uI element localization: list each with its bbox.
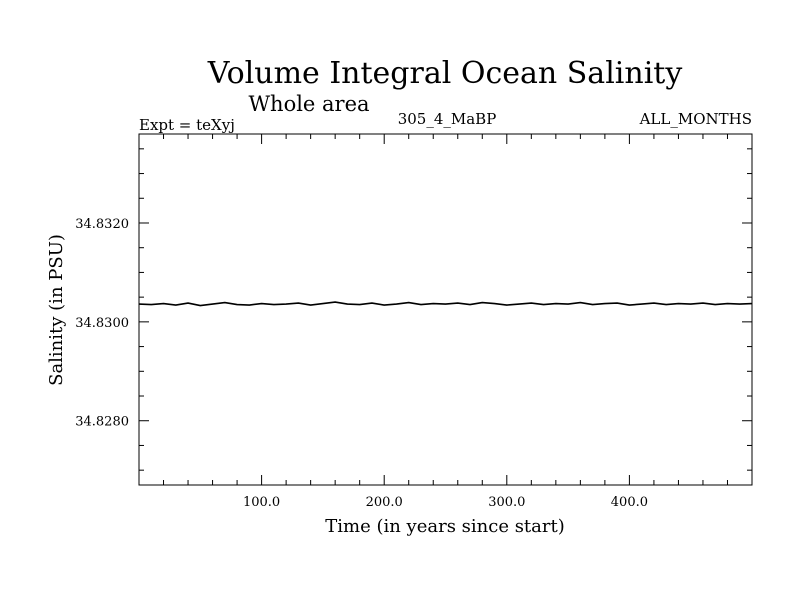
axis-ticks	[139, 134, 752, 485]
series-line	[138, 301, 753, 307]
x-tick-label: 300.0	[488, 495, 525, 510]
x-axis-label: Time (in years since start)	[325, 516, 565, 537]
plot-frame	[138, 133, 753, 486]
y-tick-label: 34.8280	[75, 415, 129, 430]
x-tick-label: 400.0	[611, 495, 648, 510]
period-label: ALL_MONTHS	[639, 110, 752, 128]
x-tick-label: 100.0	[243, 495, 280, 510]
y-axis-label: Salinity (in PSU)	[46, 234, 67, 386]
axis-tick-labels: 100.0 200.0 300.0 400.0 34.8280 34.8300 34.832…	[75, 217, 648, 510]
run-label: 305_4_MaBP	[398, 110, 497, 128]
chart-title: Volume Integral Ocean Salinity	[207, 56, 683, 91]
chart-subtitle: Whole area	[248, 92, 369, 116]
y-tick-label: 34.8320	[75, 217, 129, 232]
y-tick-label: 34.8300	[75, 316, 129, 331]
x-tick-label: 200.0	[366, 495, 403, 510]
experiment-label: Expt = teXyj	[139, 116, 235, 134]
series-layer	[138, 301, 753, 307]
